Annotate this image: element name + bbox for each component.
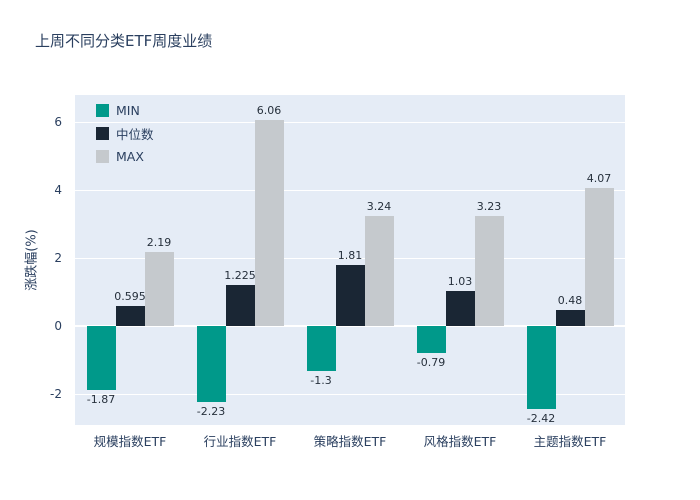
bar-value-label: -1.87: [86, 392, 116, 406]
y-tick-label: 4: [54, 183, 62, 198]
legend-item-中位数[interactable]: 中位数: [96, 124, 154, 143]
bar-value-label: 1.81: [337, 248, 363, 262]
bar-MAX-风格指数ETF: [474, 216, 504, 327]
bar-中位数-策略指数ETF: [335, 264, 365, 327]
bar-MAX-策略指数ETF: [364, 216, 394, 327]
legend: MIN 中位数 MAX: [96, 103, 154, 164]
bar-value-label: 0.48: [557, 294, 583, 307]
bar-value-label: -2.23: [196, 405, 226, 419]
bar-中位数-主题指数ETF: [555, 310, 585, 327]
bar-value-label: 1.03: [447, 275, 473, 289]
bar-value-label: 6.06: [256, 104, 282, 118]
legend-item-MIN[interactable]: MIN: [96, 103, 154, 118]
bar-MAX-规模指数ETF: [144, 251, 174, 327]
legend-label: MIN: [116, 103, 140, 118]
x-tick-label: 策略指数ETF: [313, 434, 387, 449]
bar-MIN-行业指数ETF: [196, 326, 226, 403]
zero-gridline: [75, 325, 625, 328]
y-tick-label: -2: [50, 387, 62, 402]
y-tick-label: 2: [54, 251, 62, 266]
bar-value-label: 1.225: [224, 268, 256, 282]
bar-value-label: -2.42: [526, 411, 556, 425]
plot-area: -1.87 0.595 2.19 -2.23 1.225 6.06 -1.3 1.81 3.24…: [75, 95, 625, 425]
x-tick-label: 主题指数ETF: [533, 434, 607, 449]
bar-中位数-风格指数ETF: [445, 291, 475, 327]
bar-value-label: 3.24: [366, 200, 392, 214]
legend-label: MAX: [116, 149, 144, 164]
bar-MIN-规模指数ETF: [86, 326, 116, 390]
y-tick-label: 0: [54, 319, 62, 334]
y-axis: -2 0 2 4 6: [0, 95, 70, 425]
y-tick-label: 6: [54, 115, 62, 130]
gridline: [75, 258, 625, 260]
bar-中位数-行业指数ETF: [225, 284, 255, 327]
bar-value-label: -0.79: [416, 356, 446, 370]
bar-MAX-主题指数ETF: [584, 187, 614, 327]
legend-label: 中位数: [116, 127, 154, 142]
x-axis: 规模指数ETF 行业指数ETF 策略指数ETF 风格指数ETF 主题指数ETF: [75, 431, 625, 455]
bar-value-label: -1.3: [310, 373, 332, 387]
bar-value-label: 0.595: [114, 290, 146, 304]
bar-中位数-规模指数ETF: [115, 306, 145, 327]
x-tick-label: 行业指数ETF: [203, 434, 277, 449]
x-tick-label: 规模指数ETF: [93, 434, 167, 449]
gridline: [75, 190, 625, 192]
gridline: [75, 394, 625, 396]
bar-value-label: 4.07: [586, 171, 612, 185]
legend-item-MAX[interactable]: MAX: [96, 149, 154, 164]
gridline: [75, 122, 625, 124]
legend-swatch: [96, 150, 109, 163]
legend-swatch: [96, 104, 109, 117]
bar-MIN-风格指数ETF: [416, 326, 446, 354]
bar-value-label: 3.23: [476, 200, 502, 214]
bar-value-label: 2.19: [146, 235, 172, 249]
bar-MIN-主题指数ETF: [526, 326, 556, 409]
bar-MAX-行业指数ETF: [254, 120, 284, 327]
chart-title: 上周不同分类ETF周度业绩: [35, 32, 213, 50]
x-tick-label: 风格指数ETF: [423, 434, 497, 449]
bar-MIN-策略指数ETF: [306, 326, 336, 371]
legend-swatch: [96, 127, 109, 140]
